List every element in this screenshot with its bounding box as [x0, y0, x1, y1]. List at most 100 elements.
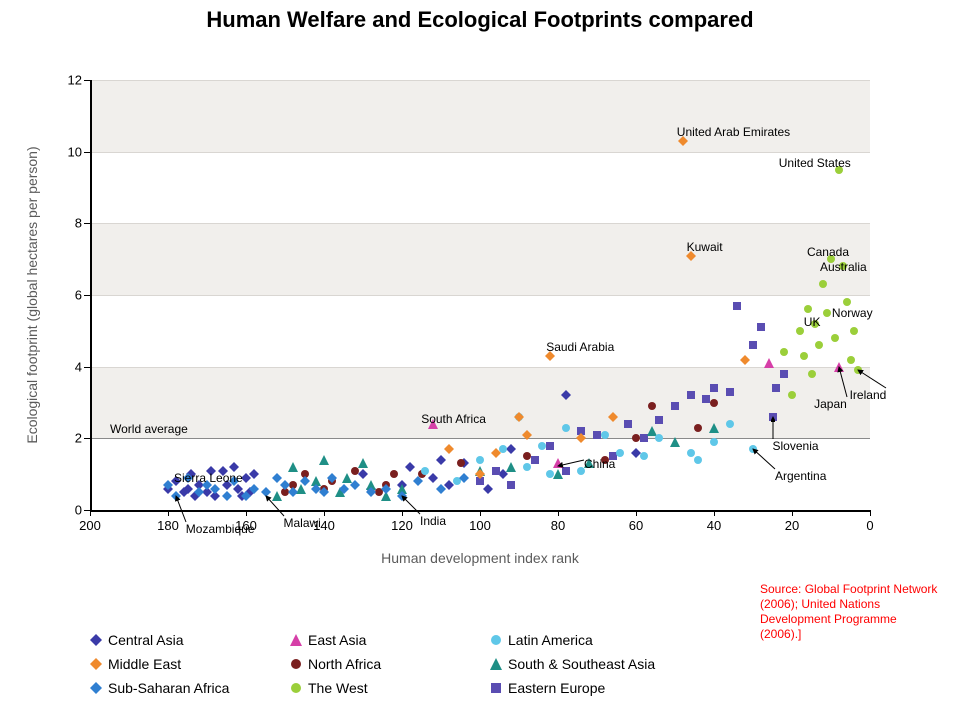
data-point [420, 466, 430, 476]
data-point [339, 484, 349, 494]
y-tick-label: 12 [68, 73, 82, 88]
annotation-label: Argentina [775, 469, 826, 483]
data-point [799, 351, 809, 361]
data-point [787, 390, 797, 400]
legend-item: Middle East [90, 652, 290, 676]
data-point [771, 383, 781, 393]
y-tick-label: 4 [75, 359, 82, 374]
data-point [725, 387, 735, 397]
x-tick-label: 160 [235, 518, 257, 533]
data-point [249, 484, 259, 494]
data-point [183, 473, 193, 483]
data-point [261, 487, 271, 497]
annotation-label: Saudi Arabia [546, 340, 614, 354]
plot-area: World average024681012200180160140120100… [90, 80, 870, 510]
legend-item: Eastern Europe [490, 676, 690, 700]
legend-item: North Africa [290, 652, 490, 676]
x-tick-label: 120 [391, 518, 413, 533]
data-point [709, 437, 719, 447]
data-point [491, 466, 501, 476]
data-point [405, 462, 415, 472]
annotation-label: India [420, 514, 446, 528]
data-point [288, 487, 298, 497]
data-point [654, 415, 664, 425]
data-point [709, 383, 719, 393]
data-point [807, 369, 817, 379]
data-point [428, 419, 438, 429]
data-point [288, 462, 298, 472]
data-point [678, 136, 688, 146]
y-axis-label: Ecological footprint (global hectares pe… [24, 146, 40, 443]
data-point [686, 251, 696, 261]
data-point [693, 455, 703, 465]
x-tick-label: 40 [707, 518, 721, 533]
data-point [732, 301, 742, 311]
y-tick-label: 2 [75, 431, 82, 446]
data-point [740, 355, 750, 365]
x-tick-label: 200 [79, 518, 101, 533]
data-point [748, 444, 758, 454]
data-point [545, 469, 555, 479]
data-point [615, 448, 625, 458]
data-point [818, 279, 828, 289]
data-point [810, 319, 820, 329]
data-point [545, 351, 555, 361]
data-point [756, 322, 766, 332]
chart-title: Human Welfare and Ecological Footprints … [0, 8, 960, 32]
legend-item: Latin America [490, 628, 690, 652]
data-point [397, 491, 407, 501]
y-tick-label: 8 [75, 216, 82, 231]
data-point [389, 469, 399, 479]
data-point [701, 394, 711, 404]
data-point [709, 423, 719, 433]
data-point [272, 491, 282, 501]
legend-item: East Asia [290, 628, 490, 652]
data-point [319, 455, 329, 465]
data-point [842, 297, 852, 307]
data-point [670, 401, 680, 411]
data-point [327, 473, 337, 483]
data-point [600, 430, 610, 440]
data-point [826, 254, 836, 264]
data-point [814, 340, 824, 350]
data-point [834, 362, 844, 372]
data-point [456, 458, 466, 468]
data-point [514, 412, 524, 422]
data-point [350, 480, 360, 490]
data-point [576, 433, 586, 443]
y-tick-label: 0 [75, 503, 82, 518]
data-point [522, 430, 532, 440]
data-point [561, 423, 571, 433]
data-point [300, 476, 310, 486]
data-point [764, 358, 774, 368]
x-tick-label: 60 [629, 518, 643, 533]
data-point [838, 261, 848, 271]
data-point [647, 401, 657, 411]
data-point [670, 437, 680, 447]
data-point [506, 480, 516, 490]
data-point [834, 165, 844, 175]
data-point [846, 355, 856, 365]
x-tick-label: 100 [469, 518, 491, 533]
x-tick-label: 20 [785, 518, 799, 533]
data-point [491, 448, 501, 458]
data-point [506, 462, 516, 472]
data-point [830, 333, 840, 343]
data-point [768, 412, 778, 422]
data-point [319, 487, 329, 497]
data-point [849, 326, 859, 336]
data-point [803, 304, 813, 314]
x-tick-label: 180 [157, 518, 179, 533]
data-point [436, 455, 446, 465]
data-point [795, 326, 805, 336]
data-point [853, 365, 863, 375]
data-point [222, 491, 232, 501]
data-point [654, 433, 664, 443]
data-point [436, 484, 446, 494]
data-point [358, 458, 368, 468]
data-point [822, 308, 832, 318]
data-point [639, 451, 649, 461]
data-point [206, 466, 216, 476]
data-point [475, 469, 485, 479]
annotation-label: Slovenia [773, 439, 819, 453]
